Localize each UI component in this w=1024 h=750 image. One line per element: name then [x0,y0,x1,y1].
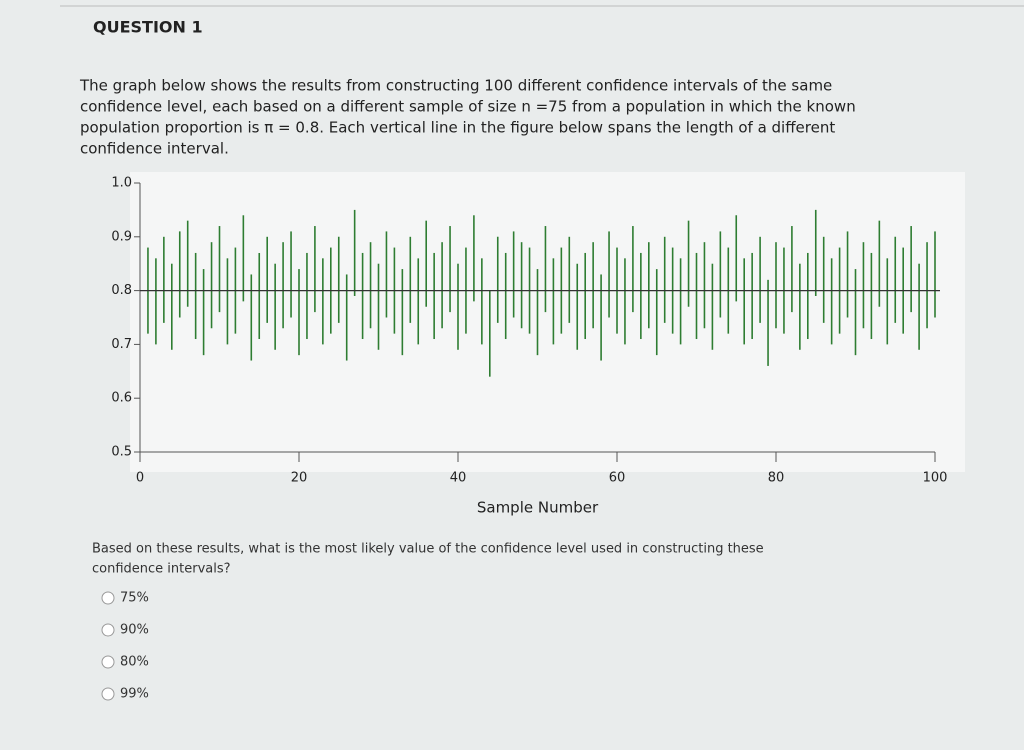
question-title: QUESTION 1 [93,18,203,37]
x-tick-label: 0 [136,471,144,486]
option-label[interactable]: 99% [120,687,149,702]
y-tick-label: 0.5 [111,445,132,460]
intro-line: confidence interval. [80,140,229,158]
radio-button[interactable] [101,591,115,605]
y-tick-label: 1.0 [111,176,132,191]
y-tick-label: 0.8 [111,283,132,298]
radio-button[interactable] [101,687,115,701]
x-tick-label: 80 [768,471,785,486]
y-tick-label: 0.6 [111,391,132,406]
option-label[interactable]: 80% [120,655,149,670]
x-tick-label: 60 [609,471,626,486]
intro-line: The graph below shows the results from c… [79,77,832,95]
chart-area [130,172,965,472]
x-tick-label: 100 [923,471,948,486]
intro-line: population proportion is π = 0.8. Each v… [80,119,835,137]
y-tick-label: 0.9 [111,229,132,244]
prompt-line: confidence intervals? [92,562,231,577]
x-axis-label: Sample Number [477,499,599,517]
radio-button[interactable] [101,623,115,637]
radio-button[interactable] [101,655,115,669]
x-tick-label: 40 [450,471,467,486]
option-label[interactable]: 75% [120,591,149,606]
x-tick-label: 20 [291,471,308,486]
intro-line: confidence level, each based on a differ… [80,98,856,116]
y-tick-label: 0.7 [111,337,132,352]
prompt-line: Based on these results, what is the most… [92,542,764,557]
option-label[interactable]: 90% [120,623,149,638]
